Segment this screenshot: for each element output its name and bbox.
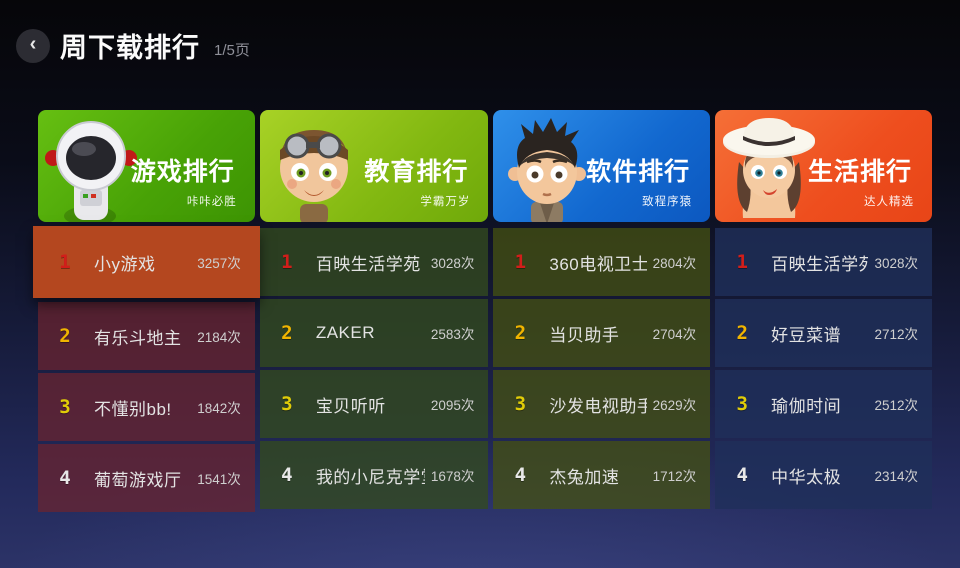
download-count: 3028次 [874, 256, 918, 271]
rank-badge: 2 [736, 321, 748, 344]
ranking-list-software: 1 360电视卫士 2804次 2 当贝助手 2704次 3 沙发电视助手 26… [493, 228, 711, 509]
app-name: 葡萄游戏厅 [94, 470, 182, 490]
rank-badge: 4 [281, 463, 293, 486]
card-title: 教育排行 [364, 158, 469, 186]
card-life[interactable]: 生活排行 达人精选 [715, 110, 932, 222]
download-count: 3257次 [197, 256, 241, 271]
list-item[interactable]: 2 有乐斗地主 2184次 [38, 302, 255, 370]
list-item[interactable]: 1 百映生活学苑 3028次 [715, 228, 932, 296]
list-item[interactable]: 3 不懂别bb! 1842次 [38, 373, 255, 441]
app-name: 中华太极 [771, 467, 842, 487]
aviator-boy-mascot-icon [279, 130, 348, 222]
rank-badge: 2 [514, 321, 527, 344]
list-item[interactable]: 4 我的小尼克学堂 1678次 [259, 441, 489, 509]
ranking-list-education: 1 百映生活学苑 3028次 2 ZAKER 2583次 3 宝贝听听 2095… [259, 228, 489, 509]
rank-badge: 1 [281, 250, 293, 273]
ranking-list-life: 1 百映生活学苑 3028次 2 好豆菜谱 2712次 3 瑜伽时间 2512次… [715, 228, 932, 509]
card-subtitle: 致程序猿 [642, 196, 693, 208]
rank-badge: 1 [514, 250, 527, 273]
list-item[interactable]: 3 沙发电视助手 2629次 [493, 370, 711, 438]
card-title: 软件排行 [586, 158, 691, 186]
rank-badge: 4 [736, 463, 748, 486]
rank-badge: 3 [59, 395, 71, 418]
rank-badge: 2 [281, 321, 293, 344]
ranking-grid: 游戏排行 咔咔必胜 1 小y游戏 3257次 2 有乐斗地主 2184次 3 不… [33, 110, 932, 512]
list-item[interactable]: 3 瑜伽时间 2512次 [715, 370, 932, 438]
page-indicator: 1/5页 [214, 42, 250, 59]
download-count: 1712次 [652, 469, 697, 484]
rank-badge: 1 [59, 250, 71, 273]
download-count: 3028次 [430, 256, 475, 271]
download-count: 1842次 [197, 401, 241, 416]
app-name: 百映生活学苑 [315, 254, 421, 274]
list-item[interactable]: 1 百映生活学苑 3028次 [259, 228, 489, 296]
page-title: 周下载排行 [60, 33, 200, 63]
card-software[interactable]: 软件排行 致程序猿 [493, 110, 711, 222]
rank-badge: 4 [59, 466, 71, 489]
app-name: 沙发电视助手 [549, 396, 647, 416]
card-subtitle: 学霸万岁 [420, 196, 471, 208]
list-item[interactable]: 4 中华太极 2314次 [715, 441, 932, 509]
rank-badge: 3 [281, 392, 293, 415]
app-name: 宝贝听听 [315, 396, 386, 416]
card-subtitle: 达人精选 [863, 196, 914, 208]
column-life: 生活排行 达人精选 1 百映生活学苑 3028次 2 好豆菜谱 2712次 3 … [715, 110, 932, 512]
card-education[interactable]: 教育排行 学霸万岁 [259, 110, 489, 222]
download-count: 2629次 [652, 398, 697, 413]
back-button[interactable]: ‹ [16, 28, 50, 63]
column-games: 游戏排行 咔咔必胜 1 小y游戏 3257次 2 有乐斗地主 2184次 3 不… [33, 110, 260, 512]
list-item[interactable]: 1 360电视卫士 2804次 [493, 228, 711, 296]
app-name: 当贝助手 [549, 325, 620, 345]
list-item[interactable]: 4 葡萄游戏厅 1541次 [38, 444, 255, 512]
app-name: 不懂别bb! [94, 399, 172, 419]
back-chevron-icon: ‹ [29, 33, 37, 55]
card-subtitle: 咔咔必胜 [186, 196, 237, 208]
app-name: 有乐斗地主 [94, 328, 182, 348]
download-count: 2804次 [652, 256, 697, 271]
app-name: 小y游戏 [94, 254, 156, 274]
card-title: 生活排行 [807, 158, 912, 186]
card-games[interactable]: 游戏排行 咔咔必胜 [38, 110, 255, 222]
download-count: 2712次 [874, 327, 918, 342]
card-title: 游戏排行 [130, 158, 235, 186]
astronaut-mascot-icon [45, 121, 137, 222]
list-item[interactable]: 4 杰兔加速 1712次 [493, 441, 711, 509]
app-name: 百映生活学苑 [771, 254, 869, 274]
download-count: 2184次 [197, 330, 241, 345]
sunhat-woman-mascot-icon [723, 118, 816, 218]
download-count: 1678次 [430, 469, 475, 484]
column-software: 软件排行 致程序猿 1 360电视卫士 2804次 2 当贝助手 2704次 3… [493, 110, 711, 512]
download-count: 2583次 [430, 327, 475, 342]
app-name: 杰兔加速 [549, 467, 620, 487]
app-name: 我的小尼克学堂 [315, 467, 425, 487]
header: ‹ 周下载排行 1/5页 [16, 26, 250, 65]
rank-badge: 4 [514, 463, 527, 486]
download-count: 2314次 [874, 469, 918, 484]
list-item[interactable]: 2 当贝助手 2704次 [493, 299, 711, 367]
list-item[interactable]: 3 宝贝听听 2095次 [259, 370, 489, 438]
download-count: 1541次 [197, 472, 241, 487]
rank-badge: 3 [514, 392, 527, 415]
list-item[interactable]: 2 ZAKER 2583次 [259, 299, 489, 367]
rank-badge: 3 [736, 392, 748, 415]
list-item[interactable]: 2 好豆菜谱 2712次 [715, 299, 932, 367]
app-name: 360电视卫士 [549, 254, 647, 274]
download-count: 2704次 [652, 327, 697, 342]
ranking-list-games: 1 小y游戏 3257次 2 有乐斗地主 2184次 3 不懂别bb! 1842… [33, 226, 260, 512]
app-name: 瑜伽时间 [771, 396, 842, 416]
download-count: 2512次 [874, 398, 918, 413]
download-count: 2095次 [430, 398, 475, 413]
app-name: 好豆菜谱 [771, 325, 842, 345]
column-education: 教育排行 学霸万岁 1 百映生活学苑 3028次 2 ZAKER 2583次 3… [259, 110, 489, 512]
spiky-hair-boy-mascot-icon [508, 118, 587, 222]
rank-badge: 1 [736, 250, 748, 273]
app-name: ZAKER [315, 323, 375, 342]
rank-badge: 2 [59, 324, 71, 347]
list-item[interactable]: 1 小y游戏 3257次 [33, 226, 260, 298]
